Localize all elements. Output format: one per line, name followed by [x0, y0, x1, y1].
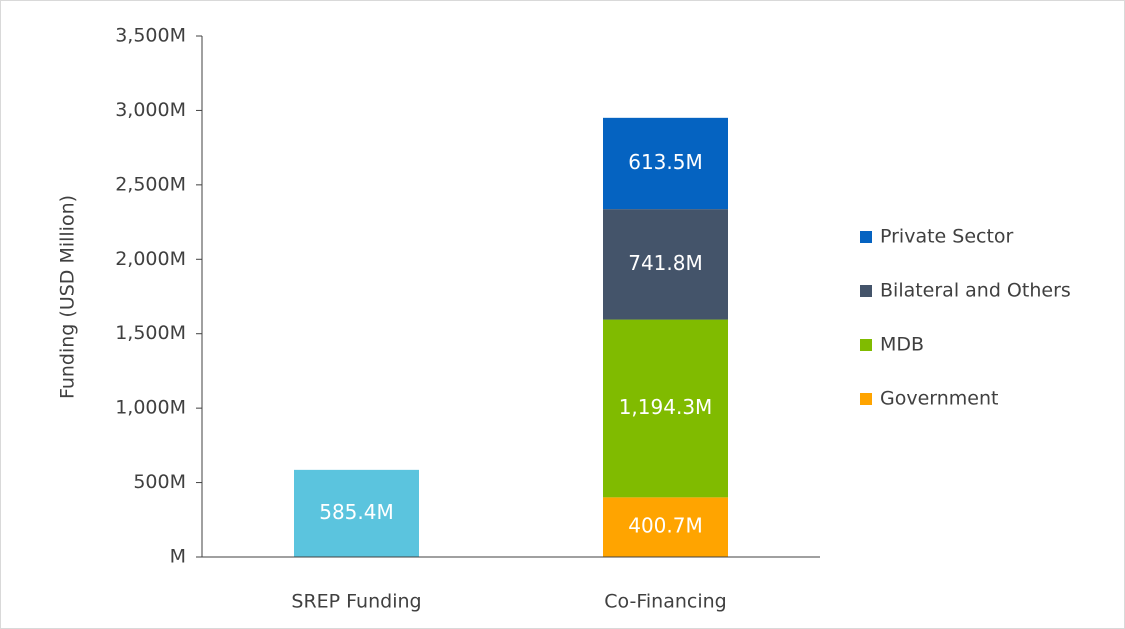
y-tick-label: 2,000M: [115, 248, 186, 270]
data-label: 585.4M: [319, 500, 394, 524]
bar-segment: [294, 469, 419, 557]
legend-swatch: [860, 285, 872, 297]
bar-segment: [603, 319, 728, 498]
y-tick-label: 500M: [133, 471, 186, 493]
bar-segment: [603, 209, 728, 320]
legend-swatch: [860, 231, 872, 243]
data-label: 613.5M: [628, 150, 703, 174]
data-label: 400.7M: [628, 514, 703, 538]
y-axis-label: Funding (USD Million): [57, 195, 79, 399]
data-label: 1,194.3M: [619, 395, 713, 419]
y-tick-label: 3,000M: [115, 99, 186, 121]
y-tick-label: 2,500M: [115, 173, 186, 195]
y-tick-label: 3,500M: [115, 25, 186, 47]
legend-label: MDB: [880, 334, 924, 356]
x-tick-label: SREP Funding: [291, 591, 421, 613]
legend-label: Bilateral and Others: [880, 280, 1071, 302]
legend-swatch: [860, 339, 872, 351]
y-tick-label: 1,000M: [115, 397, 186, 419]
legend-label: Government: [880, 388, 999, 410]
bar-segment: [603, 117, 728, 210]
bar-segment: [603, 497, 728, 557]
y-tick-label: M: [170, 546, 186, 568]
legend-label: Private Sector: [880, 226, 1014, 248]
x-tick-label: Co-Financing: [604, 591, 726, 613]
legend-swatch: [860, 393, 872, 405]
y-tick-label: 1,500M: [115, 322, 186, 344]
data-label: 741.8M: [628, 251, 703, 275]
